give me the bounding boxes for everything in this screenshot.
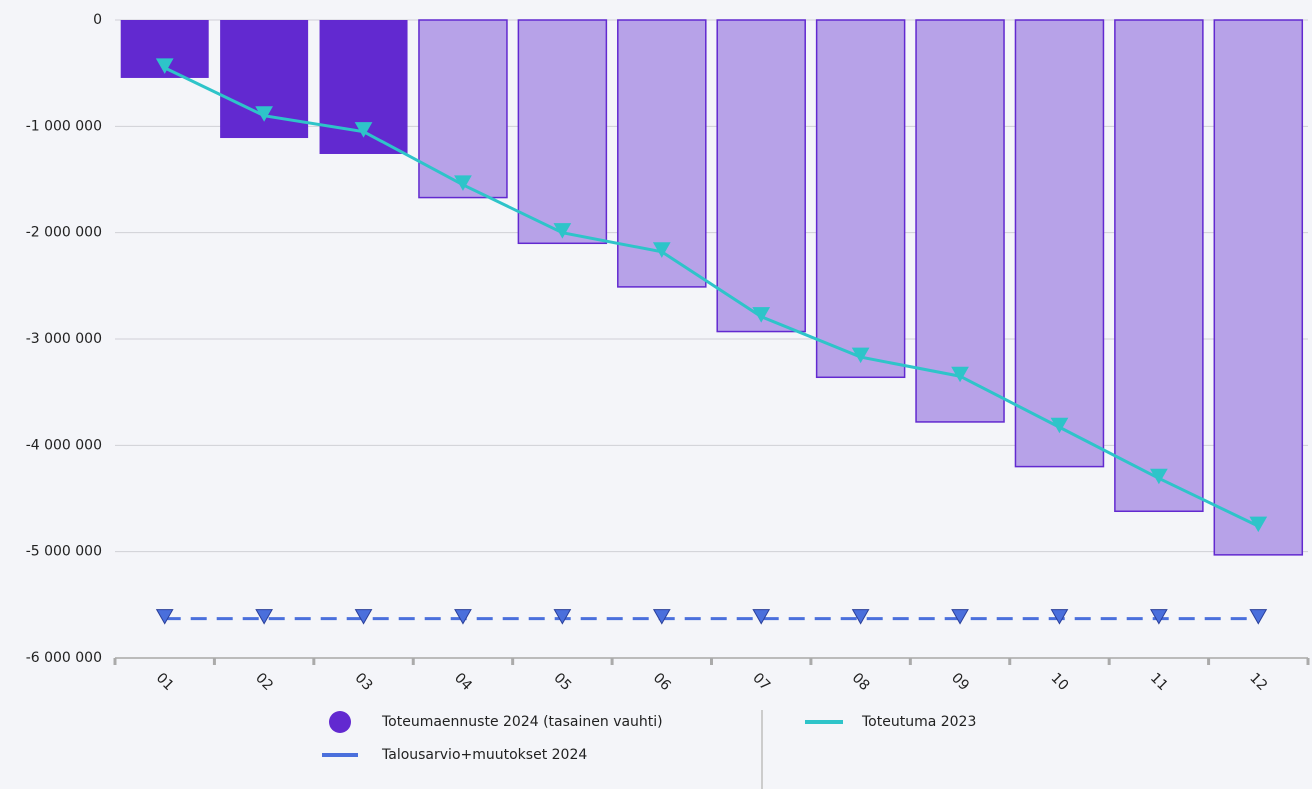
- line: [164, 66, 1259, 528]
- marker: [454, 609, 472, 625]
- marker: [354, 609, 373, 625]
- marker: [851, 609, 870, 625]
- marker: [1150, 468, 1168, 485]
- marker: [255, 106, 273, 122]
- marker: [652, 609, 671, 625]
- bar: [517, 19, 608, 245]
- y-tick-label: -2 000 000: [26, 225, 102, 241]
- y-tick-label: -6 000 000: [26, 650, 102, 666]
- bar: [1213, 19, 1304, 556]
- marker: [652, 242, 671, 258]
- y-tick-label: -4 000 000: [26, 437, 102, 453]
- marker: [752, 307, 771, 323]
- legend-label: Toteumaennuste 2024 (tasainen vauhti): [381, 714, 663, 730]
- marker: [553, 609, 572, 625]
- bar: [1014, 19, 1105, 468]
- marker: [1150, 609, 1168, 625]
- marker: [255, 609, 273, 625]
- legend-label: Toteutuma 2023: [861, 714, 976, 730]
- y-tick-label: 0: [93, 12, 102, 28]
- marker: [1050, 609, 1069, 625]
- y-tick-label: -5 000 000: [26, 544, 102, 560]
- marker: [155, 609, 174, 625]
- y-tick-label: -1 000 000: [26, 118, 102, 134]
- marker: [553, 223, 572, 239]
- y-tick-label: -3 000 000: [26, 331, 102, 347]
- marker: [1050, 417, 1069, 434]
- marker: [851, 347, 870, 364]
- bar: [716, 19, 806, 333]
- marker: [752, 609, 771, 625]
- marker: [1249, 609, 1268, 625]
- marker: [155, 58, 174, 74]
- bar: [815, 19, 906, 379]
- marker: [951, 609, 969, 625]
- marker: [454, 175, 472, 191]
- marker: [1249, 516, 1268, 533]
- bar: [418, 19, 508, 199]
- marker: [354, 122, 373, 138]
- bar: [1114, 19, 1204, 513]
- marker: [951, 366, 969, 383]
- legend-swatch: [329, 711, 351, 733]
- bar: [915, 19, 1005, 423]
- legend-label: Talousarvio+muutokset 2024: [381, 747, 587, 763]
